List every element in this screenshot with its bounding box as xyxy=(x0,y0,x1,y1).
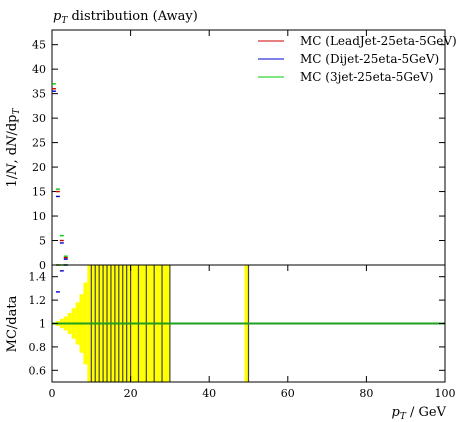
x-axis-ticks: 0 20 40 60 80 100 xyxy=(49,30,456,400)
ratio-panel-marks xyxy=(55,264,68,293)
y-tick-label: 35 xyxy=(32,88,46,101)
y-tick-label: 25 xyxy=(32,137,46,150)
legend-label-leadjet: MC (LeadJet-25eta-5GeV) xyxy=(300,34,457,48)
chart-title: pT distribution (Away) xyxy=(53,9,198,26)
ratio-y-tick-label: 1.4 xyxy=(29,271,47,284)
ratio-y-tick-label: 1 xyxy=(39,318,46,331)
ratio-y-tick-label: 0.6 xyxy=(29,364,47,377)
y-tick-label: 20 xyxy=(32,161,46,174)
y-tick-label: 10 xyxy=(32,210,46,223)
x-tick-label: 40 xyxy=(202,387,216,400)
ratio-panel-y-ticks: 0.6 0.8 1 1.2 1.4 xyxy=(29,271,445,377)
legend-label-3jet: MC (3jet-25eta-5GeV) xyxy=(300,70,433,84)
x-tick-label: 100 xyxy=(435,387,456,400)
y-tick-label: 45 xyxy=(32,39,46,52)
legend-label-dijet: MC (Dijet-25eta-5GeV) xyxy=(300,52,439,66)
ratio-y-tick-label: 1.2 xyxy=(29,294,47,307)
x-tick-label: 20 xyxy=(124,387,138,400)
y-tick-label: 15 xyxy=(32,186,46,199)
legend: MC (LeadJet-25eta-5GeV) MC (Dijet-25eta-… xyxy=(258,34,457,84)
x-axis-label: pT / GeV xyxy=(392,405,447,422)
ratio-y-tick-label: 0.8 xyxy=(29,341,47,354)
y-tick-label: 0 xyxy=(39,259,46,272)
x-tick-label: 60 xyxy=(281,387,295,400)
main-panel-y-ticks: 0 5 10 15 20 25 30 35 40 45 xyxy=(32,39,445,272)
main-panel-y-label: 1/N, dN/dpT xyxy=(5,107,22,187)
y-tick-label: 30 xyxy=(32,112,46,125)
ratio-panel-y-label: MC/data xyxy=(5,295,20,352)
x-tick-label: 80 xyxy=(359,387,373,400)
y-tick-label: 5 xyxy=(39,235,46,248)
y-tick-label: 40 xyxy=(32,63,46,76)
main-panel-marks xyxy=(52,83,68,260)
x-tick-label: 0 xyxy=(49,387,56,400)
